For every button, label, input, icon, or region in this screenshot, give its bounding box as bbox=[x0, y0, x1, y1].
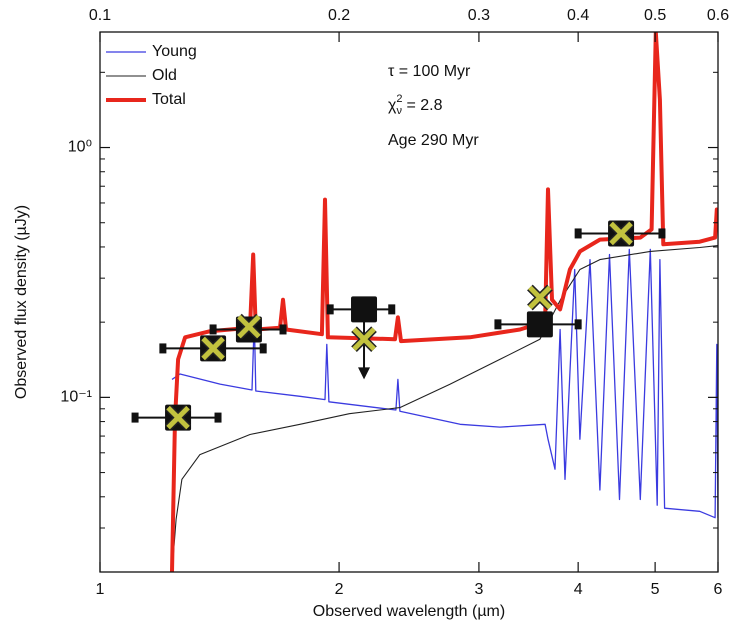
annotation-text: = 2.8 bbox=[402, 97, 443, 114]
observed-point bbox=[351, 296, 378, 323]
x-axis-label: Observed wavelength (µm) bbox=[313, 603, 505, 620]
plot-area bbox=[170, 32, 718, 572]
y-tick-label: 10⁻¹ bbox=[60, 389, 92, 406]
y-axis-label: Observed flux density (µJy) bbox=[13, 205, 30, 399]
annotation: τ = 100 Myr bbox=[388, 63, 471, 80]
error-cap bbox=[494, 319, 502, 330]
model-point bbox=[528, 285, 552, 310]
error-cap bbox=[574, 319, 582, 330]
x-tick-label: 3 bbox=[474, 581, 483, 598]
x2-tick-label: 0.3 bbox=[468, 7, 490, 24]
x-tick-label: 2 bbox=[335, 581, 344, 598]
error-cap bbox=[131, 412, 139, 423]
model-point bbox=[166, 405, 190, 430]
error-cap bbox=[209, 324, 217, 335]
annotation: χ2 ν = 2.8 bbox=[388, 93, 443, 117]
model-point bbox=[237, 314, 261, 339]
x-tick-label: 1 bbox=[96, 581, 105, 598]
annotation: Age 290 Myr bbox=[388, 132, 479, 149]
x2-tick-label: 0.4 bbox=[567, 7, 589, 24]
error-cap bbox=[259, 343, 267, 354]
legend-label: Total bbox=[152, 91, 186, 108]
y-tick-label: 10⁰ bbox=[68, 139, 92, 156]
plot-frame bbox=[99, 31, 719, 573]
overlay: Young Old Total bbox=[106, 43, 666, 431]
error-cap bbox=[159, 343, 167, 354]
series-line bbox=[171, 245, 718, 572]
annotation-subscript: ν bbox=[397, 105, 403, 117]
model-point bbox=[609, 221, 633, 246]
x2-tick-label: 0.6 bbox=[707, 7, 729, 24]
error-cap bbox=[279, 324, 287, 335]
annotation-superscript: 2 bbox=[396, 93, 402, 105]
x-tick-label: 6 bbox=[714, 581, 723, 598]
x-tick-label: 5 bbox=[651, 581, 660, 598]
annotation-symbol: χ bbox=[388, 97, 397, 114]
model-point bbox=[201, 336, 225, 361]
error-cap bbox=[326, 304, 334, 315]
error-cap bbox=[388, 304, 396, 315]
model-point bbox=[352, 327, 376, 351]
series-line bbox=[171, 248, 718, 519]
error-cap bbox=[658, 228, 666, 239]
x2-tick-label: 0.5 bbox=[644, 7, 666, 24]
x2-tick-label: 0.1 bbox=[89, 7, 111, 24]
upper-limit-head bbox=[358, 367, 371, 380]
series-line bbox=[170, 32, 718, 572]
error-cap bbox=[214, 412, 222, 423]
x-tick-label: 4 bbox=[574, 581, 583, 598]
error-cap bbox=[574, 228, 582, 239]
observed-point bbox=[526, 311, 553, 338]
x2-tick-label: 0.2 bbox=[328, 7, 350, 24]
legend-label: Old bbox=[152, 67, 177, 84]
legend-label: Young bbox=[152, 43, 197, 60]
